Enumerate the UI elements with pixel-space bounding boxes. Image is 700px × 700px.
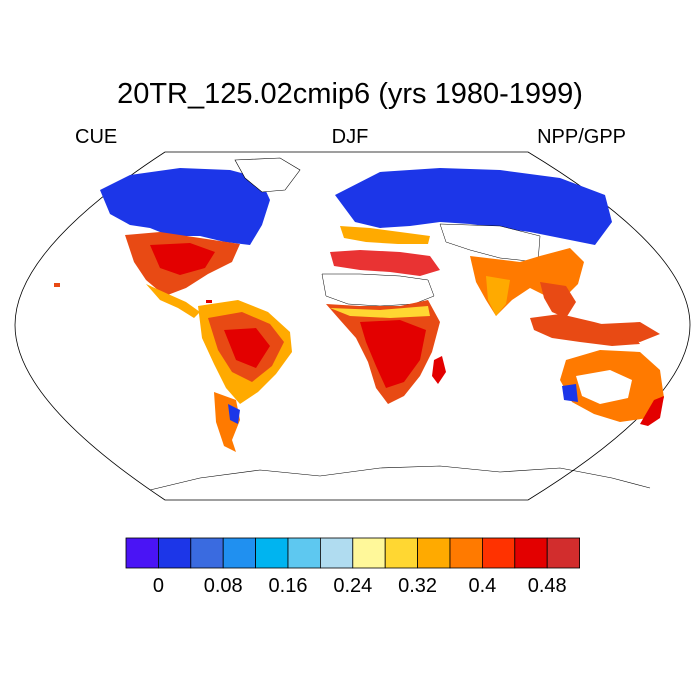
units-label: NPP/GPP bbox=[537, 126, 626, 148]
colorbar-ticks: 0 0.08 0.16 0.24 0.32 0.4 0.48 bbox=[153, 575, 567, 597]
colorbar-box bbox=[384, 537, 419, 569]
sahel-north-strip bbox=[330, 250, 440, 276]
colorbar-box bbox=[417, 537, 451, 569]
colorbar-tick-label: 0.32 bbox=[398, 575, 437, 597]
eurasia-boreal bbox=[335, 168, 612, 245]
colorbar-box bbox=[449, 537, 483, 569]
southeast-asia bbox=[540, 282, 576, 318]
colorbar-box bbox=[255, 537, 289, 569]
caribbean bbox=[206, 300, 212, 303]
colorbar-box bbox=[222, 537, 256, 569]
plot-title: 20TR_125.02cmip6 (yrs 1980-1999) bbox=[117, 78, 583, 110]
africa-sahel bbox=[330, 306, 430, 318]
central-america bbox=[146, 284, 200, 318]
colorbar-box bbox=[481, 537, 516, 569]
australia-sw-blue bbox=[562, 384, 578, 402]
antarctica-outline bbox=[149, 465, 651, 491]
colorbar-boxes bbox=[125, 537, 581, 569]
new-guinea bbox=[600, 322, 660, 342]
season-label: DJF bbox=[331, 126, 369, 148]
colorbar-box bbox=[319, 537, 354, 569]
patagonia-blue bbox=[228, 404, 240, 424]
colorbar-box bbox=[287, 537, 321, 569]
colorbar-tick-label: 0.08 bbox=[204, 575, 243, 597]
colorbar-tick-label: 0.16 bbox=[269, 575, 308, 597]
colorbar-tick-label: 0 bbox=[153, 575, 164, 597]
hawaii bbox=[54, 283, 60, 287]
australia-interior-white bbox=[576, 370, 632, 404]
africa-core bbox=[360, 320, 426, 388]
india bbox=[486, 276, 510, 316]
colorbar-tick-label: 0.4 bbox=[468, 575, 496, 597]
mediterranean-strip bbox=[340, 226, 430, 244]
colorbar-box bbox=[125, 537, 159, 569]
colorbar-box bbox=[352, 537, 386, 569]
central-asia-white bbox=[439, 223, 541, 263]
north-america-boreal bbox=[100, 168, 270, 245]
north-america-red bbox=[150, 243, 215, 275]
colorbar-box bbox=[190, 537, 224, 569]
colorbar-box bbox=[514, 537, 548, 569]
colorbar-box bbox=[546, 537, 581, 569]
colorbar-box bbox=[157, 537, 192, 569]
colorbar-tick-label: 0.48 bbox=[528, 575, 567, 597]
madagascar bbox=[432, 356, 446, 384]
new-zealand bbox=[640, 396, 664, 426]
greenland bbox=[234, 157, 301, 193]
sahara bbox=[321, 273, 435, 307]
variable-label: CUE bbox=[75, 126, 118, 148]
south-america-red bbox=[224, 328, 270, 368]
colorbar-tick-label: 0.24 bbox=[333, 575, 372, 597]
